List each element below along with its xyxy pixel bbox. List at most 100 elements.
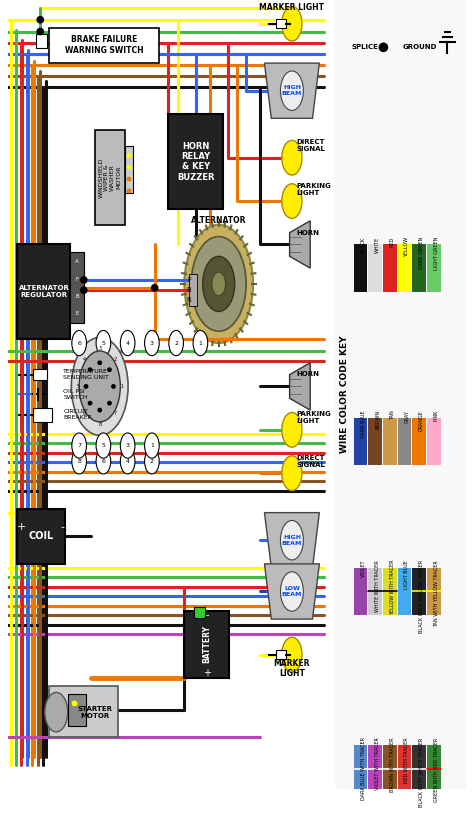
Circle shape bbox=[80, 276, 88, 283]
Polygon shape bbox=[290, 221, 310, 268]
Text: HORN: HORN bbox=[296, 371, 319, 377]
Text: PINK: PINK bbox=[434, 410, 439, 422]
Bar bbox=[412, 418, 426, 466]
Text: -: - bbox=[205, 610, 209, 620]
Text: GREEN WITH RED TRACER: GREEN WITH RED TRACER bbox=[434, 738, 439, 801]
Text: HIGH
BEAM: HIGH BEAM bbox=[282, 535, 302, 546]
Ellipse shape bbox=[79, 351, 120, 422]
Text: B: B bbox=[75, 294, 79, 299]
Circle shape bbox=[107, 401, 112, 405]
Text: DIRECT
SIGNAL: DIRECT SIGNAL bbox=[296, 140, 325, 153]
Bar bbox=[412, 568, 426, 615]
Bar bbox=[354, 244, 367, 292]
Text: 8: 8 bbox=[98, 422, 101, 426]
Ellipse shape bbox=[282, 413, 302, 447]
Ellipse shape bbox=[281, 71, 303, 110]
Bar bbox=[368, 745, 382, 792]
Bar bbox=[168, 114, 223, 209]
Text: 7: 7 bbox=[114, 411, 117, 416]
Text: RED: RED bbox=[390, 237, 395, 247]
Text: R: R bbox=[187, 297, 191, 303]
Text: ALTERNATOR: ALTERNATOR bbox=[191, 217, 246, 225]
Ellipse shape bbox=[203, 257, 235, 311]
Text: GRAY: GRAY bbox=[404, 410, 410, 423]
Bar bbox=[33, 369, 47, 380]
Circle shape bbox=[83, 384, 89, 389]
Ellipse shape bbox=[212, 272, 226, 296]
Polygon shape bbox=[290, 363, 310, 410]
Text: 6: 6 bbox=[82, 411, 86, 416]
Bar bbox=[383, 244, 397, 292]
Bar bbox=[398, 418, 411, 466]
Text: OIL PSI
SWITCH: OIL PSI SWITCH bbox=[63, 389, 88, 400]
Text: WHITE WITH TRACER: WHITE WITH TRACER bbox=[375, 560, 380, 612]
Text: STARTER
MOTOR: STARTER MOTOR bbox=[78, 706, 113, 719]
Text: +: + bbox=[203, 667, 211, 678]
Bar bbox=[354, 568, 367, 615]
Bar bbox=[184, 611, 229, 678]
Bar bbox=[95, 130, 125, 225]
Ellipse shape bbox=[72, 433, 86, 458]
Ellipse shape bbox=[191, 237, 246, 331]
Text: ALTERNATOR
REGULATOR: ALTERNATOR REGULATOR bbox=[18, 285, 69, 298]
Polygon shape bbox=[264, 564, 319, 619]
Ellipse shape bbox=[169, 330, 183, 355]
Bar bbox=[276, 19, 286, 29]
Text: 1: 1 bbox=[199, 341, 202, 346]
Text: A: A bbox=[75, 259, 79, 265]
Text: VIOLET: VIOLET bbox=[361, 560, 365, 578]
Text: 1: 1 bbox=[120, 384, 123, 389]
Circle shape bbox=[36, 16, 44, 24]
Text: DARK BLUE: DARK BLUE bbox=[361, 410, 365, 438]
Circle shape bbox=[88, 368, 92, 372]
Bar bbox=[193, 607, 205, 618]
Circle shape bbox=[127, 165, 131, 170]
Bar bbox=[70, 252, 84, 324]
Ellipse shape bbox=[281, 520, 303, 560]
Bar bbox=[33, 408, 52, 422]
Text: YELLOW WITH TRACER: YELLOW WITH TRACER bbox=[390, 560, 395, 615]
Text: SPLICE: SPLICE bbox=[352, 44, 379, 51]
Text: -: - bbox=[60, 522, 64, 532]
Bar bbox=[368, 418, 382, 466]
Text: LIGHT BLUE: LIGHT BLUE bbox=[404, 560, 410, 589]
Text: WIRE COLOR CODE KEY: WIRE COLOR CODE KEY bbox=[340, 336, 349, 453]
Bar bbox=[18, 244, 70, 339]
Ellipse shape bbox=[282, 141, 302, 175]
Ellipse shape bbox=[145, 330, 159, 355]
Text: 6: 6 bbox=[101, 459, 105, 464]
Ellipse shape bbox=[120, 330, 135, 355]
Text: 4: 4 bbox=[82, 357, 86, 362]
Bar bbox=[125, 146, 133, 193]
Text: COIL: COIL bbox=[28, 531, 54, 542]
Ellipse shape bbox=[282, 184, 302, 218]
Text: LOW
BEAM: LOW BEAM bbox=[282, 586, 302, 597]
Bar bbox=[427, 745, 441, 792]
Text: B: B bbox=[187, 288, 191, 293]
Ellipse shape bbox=[281, 572, 303, 611]
Text: TAN: TAN bbox=[390, 410, 395, 420]
Text: HORN
RELAY
& KEY
BUZZER: HORN RELAY & KEY BUZZER bbox=[177, 141, 215, 181]
Bar bbox=[49, 28, 159, 63]
Text: +: + bbox=[16, 522, 26, 532]
Text: 8: 8 bbox=[77, 459, 81, 464]
Ellipse shape bbox=[120, 449, 135, 474]
Bar bbox=[18, 509, 65, 564]
Text: CIRCUIT
BREAKER: CIRCUIT BREAKER bbox=[63, 409, 92, 420]
Bar bbox=[36, 34, 47, 48]
Text: 6: 6 bbox=[77, 341, 81, 346]
Ellipse shape bbox=[282, 7, 302, 41]
Bar bbox=[427, 418, 441, 466]
Bar bbox=[412, 244, 426, 292]
Ellipse shape bbox=[45, 693, 68, 732]
Bar bbox=[336, 0, 466, 788]
Text: TAN WITH YELLOW TRACER: TAN WITH YELLOW TRACER bbox=[434, 560, 439, 627]
Circle shape bbox=[379, 42, 388, 52]
Bar bbox=[398, 244, 411, 292]
Text: VIOLET WITH TRACER: VIOLET WITH TRACER bbox=[375, 738, 380, 790]
Circle shape bbox=[151, 284, 158, 292]
Text: 3: 3 bbox=[126, 443, 130, 448]
Text: BLACK WITH WHITE TRACER: BLACK WITH WHITE TRACER bbox=[419, 738, 424, 806]
Circle shape bbox=[127, 153, 131, 158]
Text: TEMPERATURE
SENDING UNIT: TEMPERATURE SENDING UNIT bbox=[63, 369, 109, 380]
